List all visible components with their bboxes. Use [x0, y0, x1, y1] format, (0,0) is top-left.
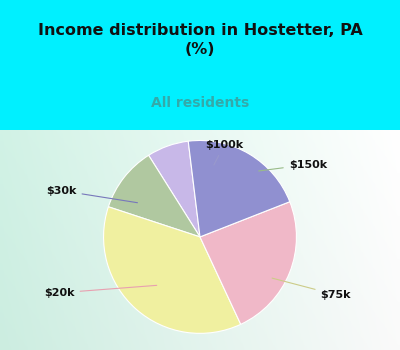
- Wedge shape: [149, 141, 200, 237]
- Text: Income distribution in Hostetter, PA
(%): Income distribution in Hostetter, PA (%): [38, 23, 362, 57]
- Text: All residents: All residents: [151, 96, 249, 110]
- Wedge shape: [200, 202, 296, 324]
- Text: $75k: $75k: [272, 278, 351, 300]
- Text: $100k: $100k: [205, 140, 243, 165]
- Text: $30k: $30k: [46, 186, 138, 203]
- Wedge shape: [188, 140, 290, 237]
- Wedge shape: [108, 155, 200, 237]
- Text: $20k: $20k: [44, 285, 157, 298]
- Wedge shape: [104, 207, 241, 333]
- Text: $150k: $150k: [259, 160, 327, 171]
